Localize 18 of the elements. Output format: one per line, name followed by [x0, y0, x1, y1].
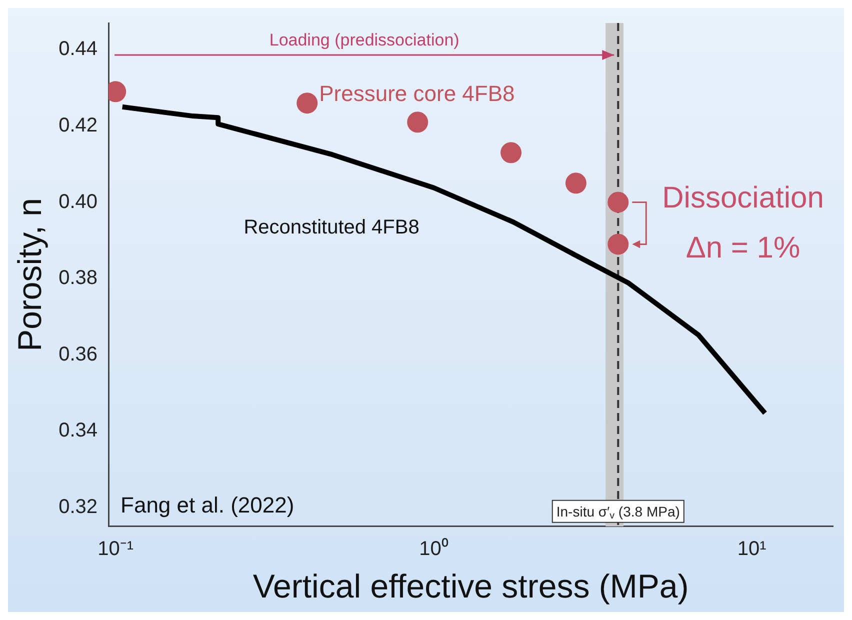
x-tick-label: 10¹ — [737, 538, 767, 560]
y-tick-label: 0.40 — [58, 190, 98, 213]
x-tick-label: 10⁰ — [419, 536, 448, 560]
y-axis-title: Porosity, n — [10, 198, 48, 352]
series-label: Reconstituted 4FB8 — [244, 216, 420, 238]
annotation: Δn = 1% — [686, 231, 800, 264]
y-tick-label: 0.34 — [58, 420, 98, 442]
x-axis-title: Vertical effective stress (MPa) — [252, 567, 689, 604]
annotation: Loading (predissociation) — [269, 30, 460, 50]
series-label: Pressure core 4FB8 — [319, 81, 515, 106]
annotation: Dissociation — [662, 181, 824, 214]
y-tick-label: 0.36 — [58, 343, 98, 366]
x-tick-label: 10⁻¹ — [98, 538, 134, 560]
y-tick-label: 0.42 — [58, 114, 98, 136]
y-tick-label: 0.44 — [58, 38, 98, 60]
y-tick-label: 0.38 — [58, 267, 98, 290]
y-tick-label: 0.32 — [58, 496, 98, 518]
annotation: Fang et al. (2022) — [120, 492, 294, 518]
